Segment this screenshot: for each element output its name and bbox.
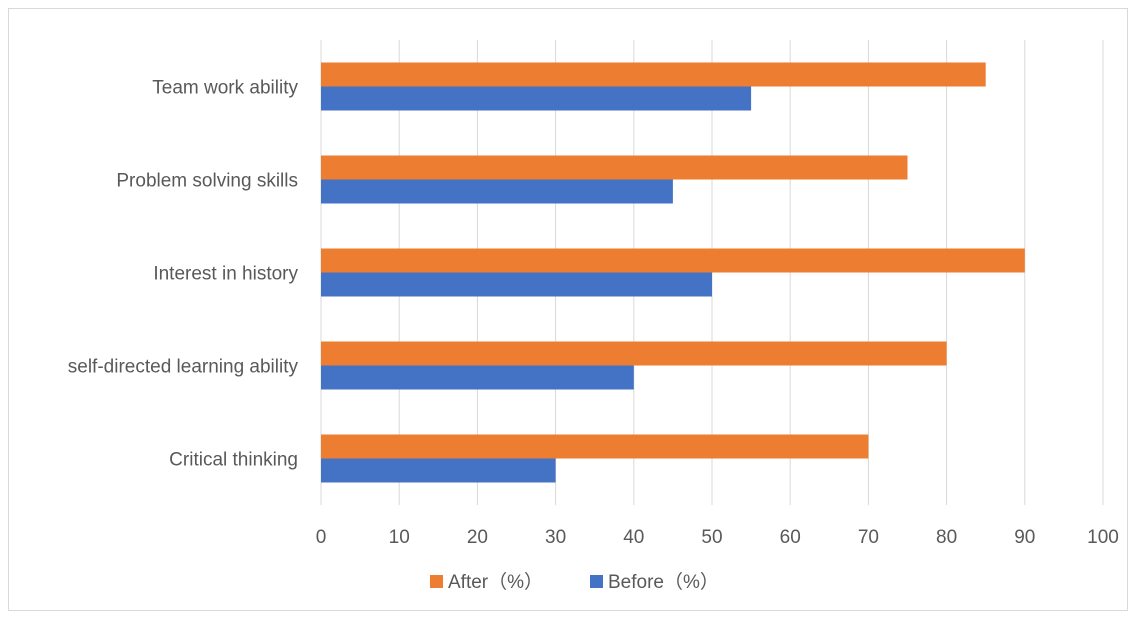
- bar-before: [321, 365, 634, 390]
- category-label: Critical thinking: [169, 450, 298, 471]
- legend-swatch: [430, 575, 443, 588]
- x-tick-label: 80: [936, 527, 957, 548]
- bar-after: [321, 248, 1025, 273]
- bars: [321, 62, 1025, 483]
- x-tick-label: 60: [780, 527, 801, 548]
- bar-after: [321, 341, 947, 366]
- category-label: Team work ability: [152, 78, 298, 99]
- category-label: Interest in history: [153, 264, 298, 285]
- legend-label: Before（%）: [608, 571, 719, 593]
- legend: After（%） Before（%）: [430, 571, 719, 593]
- bar-after: [321, 155, 908, 180]
- legend-label: After（%）: [448, 571, 543, 593]
- category-labels: Team work ability Problem solving skills I…: [68, 78, 299, 471]
- x-axis-tick-labels: 0 10 20 30 40 50 60 70 80 90 100: [316, 527, 1119, 548]
- legend-swatch: [590, 575, 603, 588]
- x-tick-label: 70: [858, 527, 879, 548]
- x-tick-label: 50: [701, 527, 722, 548]
- bar-before: [321, 86, 752, 111]
- x-tick-label: 0: [316, 527, 327, 548]
- x-tick-label: 40: [623, 527, 644, 548]
- bar-after: [321, 62, 986, 87]
- bar-after: [321, 434, 869, 459]
- bar-before: [321, 179, 673, 204]
- bar-before: [321, 272, 712, 297]
- x-tick-label: 30: [545, 527, 566, 548]
- x-tick-label: 90: [1014, 527, 1035, 548]
- bar-before: [321, 458, 556, 483]
- category-label: Problem solving skills: [116, 171, 298, 192]
- category-label: self-directed learning ability: [68, 357, 299, 378]
- x-tick-label: 10: [389, 527, 410, 548]
- x-tick-label: 100: [1087, 527, 1119, 548]
- x-tick-label: 20: [467, 527, 488, 548]
